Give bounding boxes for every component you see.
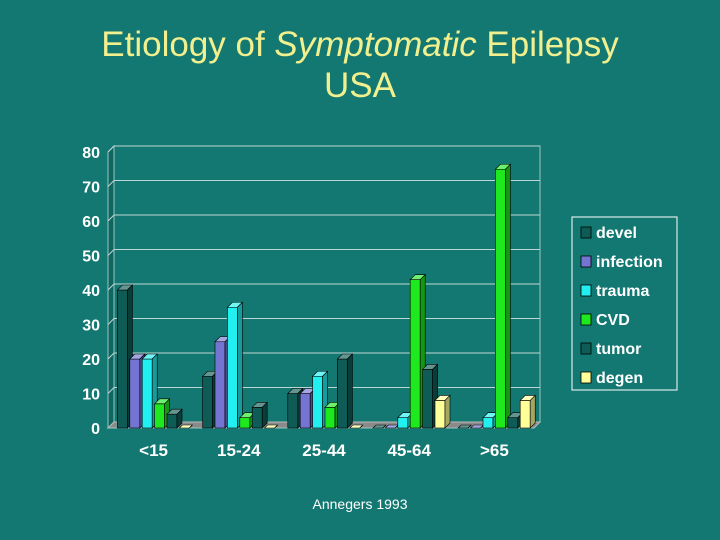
- bar-front: [117, 289, 128, 429]
- y-tick-label: 10: [82, 387, 100, 404]
- bar-front: [299, 393, 311, 429]
- bar-front: [409, 279, 421, 429]
- y-axis-tick-labels: 0 10 20 30 40 50 60 70 80: [82, 145, 100, 438]
- bar-side: [189, 424, 193, 429]
- x-tick-label: >65: [480, 441, 509, 460]
- gridline: [107, 283, 540, 291]
- x-tick-label: <15: [139, 441, 168, 460]
- bar-front: [495, 168, 506, 429]
- y-tick-label: 70: [82, 180, 100, 197]
- title-text-part2: Epilepsy: [476, 25, 619, 64]
- bar-front: [312, 375, 323, 429]
- source-citation: Annegers 1993: [312, 496, 408, 512]
- legend-box: [571, 216, 678, 391]
- bar-front: [482, 417, 494, 429]
- legend-label: trauma: [596, 283, 649, 300]
- bar-front: [434, 400, 446, 429]
- bar-degen-45-64: [434, 394, 451, 429]
- x-tick-label: 15-24: [217, 441, 261, 460]
- bar-front: [227, 306, 238, 429]
- gridline: [107, 352, 540, 360]
- legend-label: CVD: [596, 312, 630, 329]
- bar-front: [507, 417, 519, 429]
- bar-tumor-15-24: [251, 401, 268, 429]
- bar-CVD->65: [494, 163, 512, 429]
- gridline: [107, 318, 540, 325]
- bar-front: [397, 417, 409, 429]
- bar-side: [359, 424, 364, 429]
- title-text-part1: Etiology of: [101, 25, 275, 64]
- bar-side: [505, 163, 511, 429]
- gridline: [107, 214, 540, 222]
- bar-side: [274, 424, 278, 429]
- bar-devel->65: [457, 424, 472, 429]
- legend-label: degen: [596, 370, 643, 387]
- bar-front: [324, 406, 336, 429]
- legend-swatch-tumor: [580, 342, 592, 355]
- gridline: [107, 387, 540, 394]
- legend-label: devel: [596, 225, 637, 242]
- legend-swatch-infection: [580, 255, 592, 268]
- bar-front: [422, 369, 433, 429]
- bar-front: [239, 417, 251, 429]
- legend-swatch-degen: [580, 371, 592, 384]
- bar-side: [444, 394, 451, 429]
- title-subtitle: USA: [324, 66, 396, 105]
- legend-label: infection: [596, 254, 663, 271]
- legend-swatch-trauma: [580, 284, 592, 297]
- bar-side: [529, 394, 536, 429]
- bar-side: [382, 424, 387, 429]
- bar-tumor-<15: [166, 408, 183, 429]
- gridline: [107, 249, 540, 256]
- y-tick-label: 50: [82, 249, 100, 266]
- legend-label: tumor: [596, 341, 641, 358]
- bar-side: [176, 408, 183, 429]
- slide-title: Etiology of Symptomatic Epilepsy USA: [0, 24, 720, 106]
- y-tick-label: 20: [82, 352, 100, 369]
- legend: devel infection trauma CVD tumor degen: [571, 216, 678, 391]
- y-tick-label: 0: [91, 421, 100, 438]
- bar-front: [519, 400, 531, 429]
- bar-front: [202, 375, 213, 429]
- bar-front: [129, 358, 141, 429]
- bar-degen-15-24: [263, 424, 279, 429]
- bar-side: [261, 401, 268, 429]
- bar-degen-25-44: [349, 424, 364, 429]
- bar-front: [141, 358, 153, 429]
- gridlines: [107, 145, 540, 394]
- bar-front: [214, 341, 226, 429]
- bar-side: [347, 353, 353, 429]
- x-axis-tick-labels: <15 15-24 25-44 45-64 >65: [139, 441, 509, 460]
- gridline: [107, 145, 540, 153]
- bar-front: [337, 358, 348, 429]
- legend-swatch-devel: [580, 226, 592, 239]
- bars: [116, 163, 536, 429]
- bar-trauma-15-24: [226, 301, 244, 429]
- bar-front: [154, 403, 165, 429]
- bar-front: [287, 393, 299, 429]
- gridline: [107, 180, 540, 187]
- bar-front: [251, 406, 263, 429]
- bar-degen-<15: [178, 424, 194, 429]
- bar-devel-45-64: [372, 424, 387, 429]
- bar-side: [467, 424, 472, 429]
- bar-side: [237, 301, 243, 429]
- x-tick-label: 25-44: [302, 441, 346, 460]
- y-tick-label: 60: [82, 214, 100, 231]
- y-tick-label: 40: [82, 283, 100, 300]
- bar-front: [166, 413, 178, 429]
- x-tick-label: 45-64: [387, 441, 431, 460]
- legend-swatch-CVD: [580, 313, 592, 326]
- y-tick-label: 80: [82, 145, 100, 162]
- bar-tumor-25-44: [336, 353, 354, 429]
- bar-degen->65: [519, 394, 536, 429]
- y-tick-label: 30: [82, 318, 100, 335]
- title-text-emphasis: Symptomatic: [274, 25, 477, 64]
